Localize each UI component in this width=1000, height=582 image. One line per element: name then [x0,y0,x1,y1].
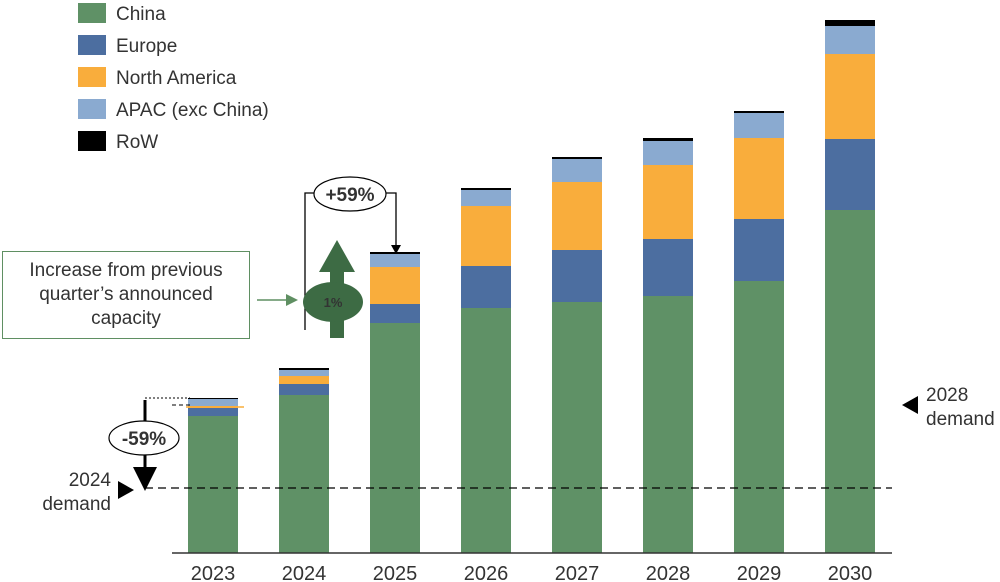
callout-text: Increase from previous quarter’s announc… [29,260,223,329]
bar-segment-china-2024 [279,395,329,553]
callout-box: Increase from previous quarter’s announc… [2,251,250,339]
demand-label-2028-line2: demand [926,409,995,430]
bar-segment-apac-exc-china-2030 [825,26,875,54]
legend-swatch-china [78,3,106,23]
legend-item-north-america: North America [78,67,237,89]
increase-annotation: +59% [304,176,401,330]
growth-badge-label: 1% [324,295,343,310]
bar-segment-north-america-2026 [461,206,511,266]
bar-segment-china-2023 [188,416,238,553]
x-tick-label: 2029 [737,563,782,582]
bar-segment-north-america-2025 [370,267,420,304]
bar-segment-row-2027 [552,157,602,159]
x-tick-label: 2024 [282,563,327,582]
bar-segment-row-2024 [279,368,329,370]
legend-item-apac: APAC (exc China) [78,99,269,121]
legend-label-china: China [116,4,166,25]
legend-item-row: RoW [78,131,158,153]
demand-marker-2024 [118,481,134,499]
x-tick-label: 2025 [373,563,418,582]
increase-arrowhead [391,245,401,254]
legend-swatch-row [78,131,106,151]
bar-segment-row-2029 [734,111,784,113]
bar-segment-europe-2030 [825,139,875,210]
bar-segment-north-america-2029 [734,138,784,219]
bar-segment-apac-exc-china-2028 [643,141,693,165]
bar-segment-europe-2026 [461,266,511,308]
legend-swatch-europe [78,35,106,55]
legend-label-apac: APAC (exc China) [116,100,269,121]
bar-segment-apac-exc-china-2025 [370,254,420,267]
demand-label-2024-line1: 2024 [69,470,112,491]
x-tick-label: 2028 [646,563,691,582]
x-tick-label: 2027 [555,563,600,582]
legend-item-europe: Europe [78,35,177,57]
legend-label-europe: Europe [116,36,177,57]
increase-pill [313,176,387,212]
bar-segment-china-2030 [825,210,875,553]
decrease-annotation: -59% [108,397,244,491]
demand-label-2024-line2: demand [42,494,111,515]
bar-segment-china-2025 [370,323,420,553]
demand-label-2028-line1: 2028 [926,385,968,406]
bars-group [188,20,875,553]
bar-segment-europe-2024 [279,384,329,395]
bar-segment-north-america-2027 [552,182,602,250]
growth-badge [303,282,363,322]
decrease-pill [108,420,180,456]
bar-segment-europe-2025 [370,304,420,323]
bar-segment-apac-exc-china-2024 [279,370,329,376]
legend-item-china: China [78,3,166,25]
bar-segment-row-2028 [643,138,693,141]
bar-segment-apac-exc-china-2023 [188,399,238,406]
legend: China Europe North America APAC (exc Chi… [78,3,269,153]
growth-indicator: 1% [303,240,363,338]
bar-segment-row-2026 [461,188,511,190]
bar-segment-china-2029 [734,281,784,553]
bar-segment-north-america-2024 [279,376,329,384]
decrease-pct-label: -59% [122,429,166,450]
demand-marker-2028 [902,396,918,414]
bar-segment-europe-2023 [188,408,238,416]
bar-segment-row-2030 [825,20,875,26]
increase-pct-label: +59% [325,185,374,206]
bar-segment-europe-2028 [643,239,693,296]
bar-segment-china-2028 [643,296,693,553]
bar-segment-europe-2027 [552,250,602,302]
legend-swatch-north-america [78,67,106,87]
bar-segment-north-america-2030 [825,54,875,139]
bar-segment-row-2025 [370,252,420,254]
x-tick-labels: 2023 2024 2025 2026 2027 2028 2029 2030 [191,563,873,582]
legend-swatch-apac [78,99,106,119]
bar-segment-row-2023 [188,398,238,399]
legend-label-north-america: North America [116,68,237,89]
bar-segment-china-2027 [552,302,602,553]
bar-segment-apac-exc-china-2027 [552,159,602,182]
bar-segment-north-america-2028 [643,165,693,239]
bar-segment-apac-exc-china-2026 [461,190,511,206]
x-tick-label: 2026 [464,563,509,582]
bar-segment-apac-exc-china-2029 [734,113,784,138]
x-tick-label: 2030 [828,563,873,582]
legend-label-row: RoW [116,132,158,153]
bar-segment-europe-2029 [734,219,784,281]
x-tick-label: 2023 [191,563,236,582]
bar-segment-china-2026 [461,308,511,553]
